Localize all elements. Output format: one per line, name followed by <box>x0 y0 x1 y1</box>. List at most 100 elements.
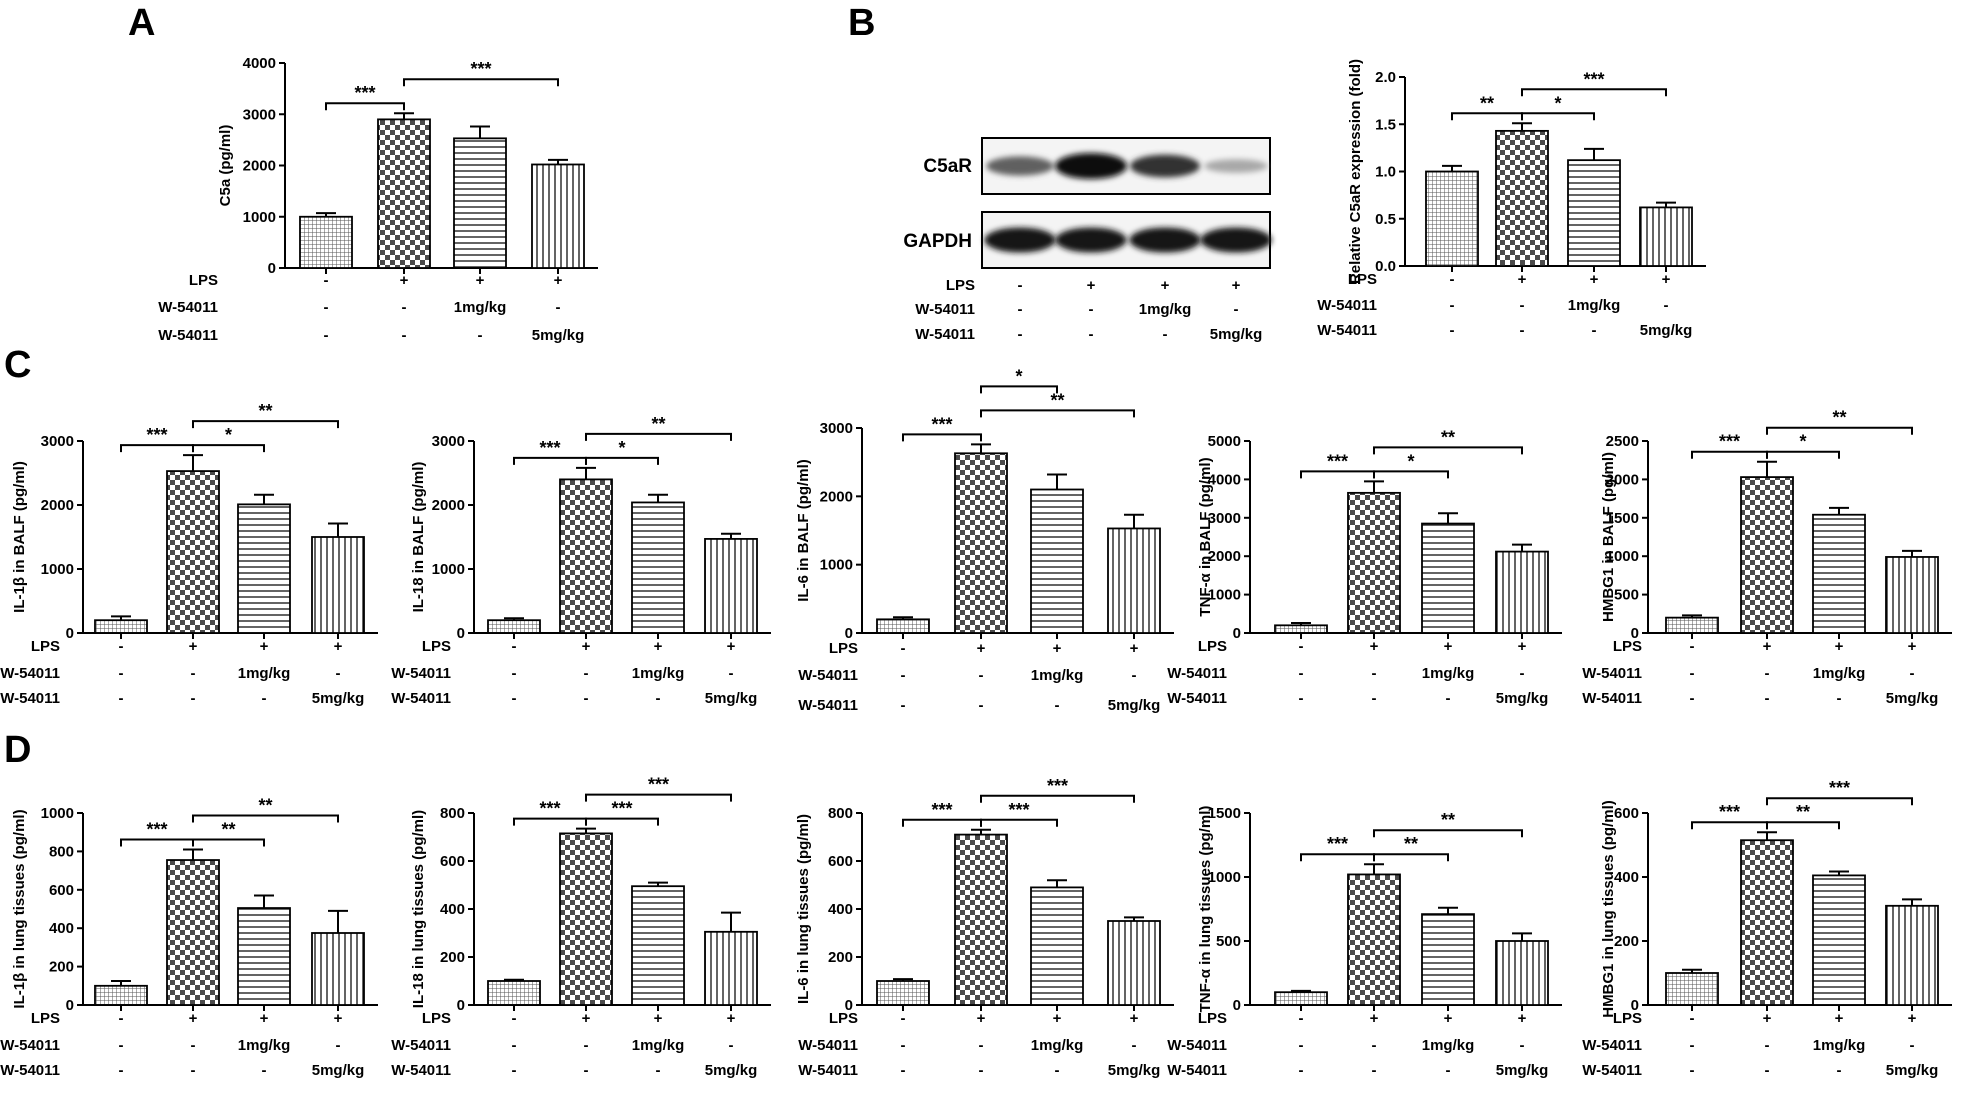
significance-label: *** <box>146 819 167 839</box>
bar-control <box>94 984 148 1006</box>
bar-lps <box>954 452 1008 634</box>
bar-lps-w-54011-1mg-kg <box>237 907 291 1006</box>
significance-label: ** <box>1441 810 1455 830</box>
treatment-cell: - <box>584 665 589 682</box>
significance-label: ** <box>221 819 235 839</box>
treatment-cell: - <box>478 327 483 344</box>
bar-lps-w-54011-5mg-kg <box>311 932 365 1006</box>
treatment-row-label: W-54011 <box>1582 690 1642 707</box>
y-tick-label: 600 <box>828 853 853 870</box>
treatment-cell: - <box>119 1010 124 1027</box>
treatment-cell: - <box>1690 665 1695 682</box>
significance-label: *** <box>931 800 952 820</box>
significance-label: ** <box>1480 93 1494 113</box>
treatment-cell: - <box>512 665 517 682</box>
treatment-cell: + <box>334 638 343 655</box>
y-axis-label: Relative C5aR expression (fold) <box>1347 59 1364 284</box>
y-tick-label: 0 <box>66 625 74 642</box>
significance-bracket <box>1766 450 1840 459</box>
y-tick-label: 3000 <box>1208 510 1241 527</box>
treatment-row-label: W-54011 <box>1167 690 1227 707</box>
treatment-cell: + <box>1232 277 1241 294</box>
treatment-cell: 1mg/kg <box>454 299 507 316</box>
y-tick-label: 600 <box>49 882 74 899</box>
bar-lps-w-54011-1mg-kg <box>631 501 685 634</box>
treatment-cell: - <box>1299 665 1304 682</box>
bar-control <box>876 618 930 634</box>
significance-label: ** <box>651 414 665 434</box>
significance-bracket <box>1521 112 1595 121</box>
y-tick-label: 2000 <box>1208 548 1241 565</box>
treatment-cell: + <box>1763 638 1772 655</box>
significance-label: *** <box>1829 778 1850 798</box>
y-tick-label: 500 <box>1216 933 1241 950</box>
y-axis-label: C5a (pg/ml) <box>217 125 234 207</box>
significance-label: *** <box>931 414 952 434</box>
y-tick-label: 0 <box>1233 997 1241 1014</box>
treatment-cell: + <box>1518 638 1527 655</box>
treatment-cell: + <box>977 640 986 657</box>
treatment-cell: + <box>1370 638 1379 655</box>
bar-lps-w-54011-1mg-kg <box>1567 159 1621 267</box>
bar-control <box>94 619 148 634</box>
significance-bracket <box>1521 88 1667 97</box>
treatment-row-label: W-54011 <box>1167 1037 1227 1054</box>
significance-bracket <box>120 838 194 847</box>
y-tick-label: 1000 <box>1606 548 1639 565</box>
significance-bracket <box>120 444 194 453</box>
significance-label: *** <box>611 799 632 819</box>
y-tick-label: 2000 <box>243 158 276 175</box>
treatment-cell: - <box>1520 1037 1525 1054</box>
treatment-cell: - <box>1446 690 1451 707</box>
treatment-row-label: W-54011 <box>1582 1037 1642 1054</box>
y-tick-label: 200 <box>49 959 74 976</box>
bar-control <box>299 215 353 269</box>
chart-d3: 0 200 400 600 800 IL-6 in lung tissues (pg/ml… <box>795 776 1174 1079</box>
treatment-row-label: W-54011 <box>798 1062 858 1079</box>
significance-bracket <box>192 420 339 429</box>
y-tick-label: 5000 <box>1208 433 1241 450</box>
treatment-cell: + <box>1130 640 1139 657</box>
treatment-cell: - <box>979 697 984 714</box>
treatment-cell: - <box>512 1010 517 1027</box>
western-blot: C5aR GAPDH LPS - + + + W-54011 - - 1mg/kg - W-5401… <box>903 137 1272 343</box>
y-tick-label: 3000 <box>820 420 853 437</box>
treatment-cell: - <box>262 1062 267 1079</box>
treatment-cell: 1mg/kg <box>632 1037 685 1054</box>
panel-letter-d: D <box>4 729 31 771</box>
treatment-row-label: LPS <box>946 277 975 294</box>
significance-label: *** <box>470 59 491 79</box>
bar-lps-w-54011-1mg-kg <box>1030 886 1084 1006</box>
treatment-cell: + <box>1763 1010 1772 1027</box>
treatment-cell: - <box>979 1062 984 1079</box>
panel-letter-b: B <box>848 2 875 44</box>
treatment-row-label: LPS <box>189 272 218 289</box>
treatment-row-label: W-54011 <box>0 1037 60 1054</box>
blot-band <box>984 227 1056 253</box>
significance-bracket <box>1766 426 1913 435</box>
treatment-cell: - <box>1018 301 1023 318</box>
y-tick-label: 3000 <box>41 433 74 450</box>
bar-lps <box>1495 129 1549 267</box>
blot-band <box>1204 159 1268 173</box>
treatment-row-label: W-54011 <box>1582 665 1642 682</box>
treatment-cell: 1mg/kg <box>632 665 685 682</box>
treatment-cell: - <box>402 327 407 344</box>
treatment-cell: - <box>1018 277 1023 294</box>
treatment-cell: - <box>1690 1037 1695 1054</box>
significance-label: *** <box>648 775 669 795</box>
treatment-cell: + <box>1053 640 1062 657</box>
treatment-cell: - <box>324 272 329 289</box>
treatment-cell: - <box>1837 1062 1842 1079</box>
treatment-row-label: W-54011 <box>0 1062 60 1079</box>
treatment-row-label: W-54011 <box>0 690 60 707</box>
treatment-cell: - <box>324 327 329 344</box>
treatment-cell: - <box>1910 1037 1915 1054</box>
treatment-cell: 5mg/kg <box>1886 1062 1939 1079</box>
treatment-cell: + <box>189 1010 198 1027</box>
bar-lps-w-54011-5mg-kg <box>311 536 365 634</box>
treatment-cell: - <box>336 665 341 682</box>
treatment-cell: - <box>1450 322 1455 339</box>
